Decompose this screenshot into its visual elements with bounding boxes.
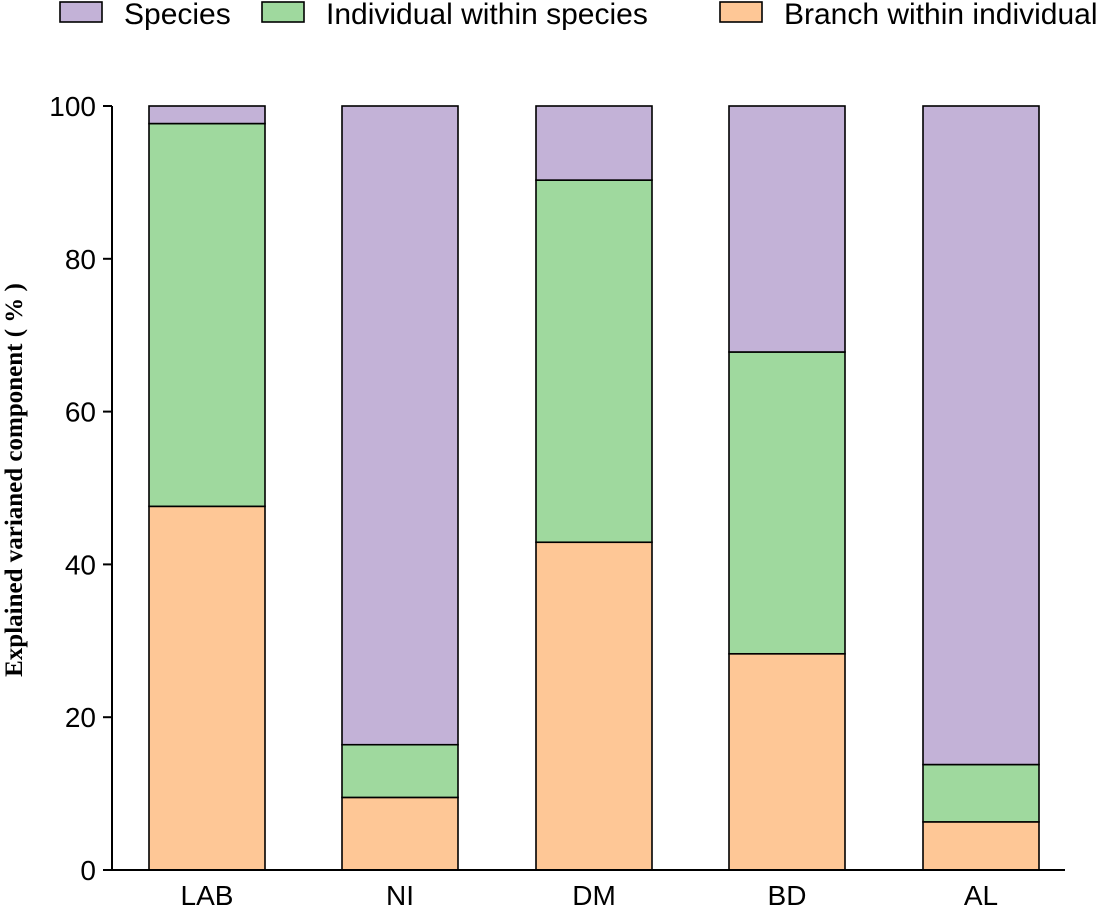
bar-bd-branch-within-individual: [728, 652, 846, 871]
y-axis-label: Explained varianed component ( % ): [1, 283, 28, 677]
bar-ni-branch-within-individual: [341, 796, 459, 871]
x-tick-label-dm: DM: [572, 880, 616, 911]
x-tick-label-lab: LAB: [181, 880, 234, 911]
bar-al-branch-within-individual: [922, 821, 1040, 871]
y-tick-label: 80: [65, 244, 96, 275]
bar-dm-branch-within-individual: [535, 541, 653, 871]
legend-label-individual-within-species: Individual within species: [326, 0, 648, 31]
y-tick-label: 0: [80, 855, 96, 886]
bar-group-dm: [535, 105, 653, 871]
bar-lab-branch-within-individual: [148, 505, 266, 871]
legend-item-individual-within-species: Individual within species: [261, 0, 648, 31]
bar-ni-species: [341, 105, 459, 746]
legend-swatch-individual-within-species: [261, 1, 305, 23]
bar-al-individual-within-species: [922, 763, 1040, 823]
bar-dm-species: [535, 105, 653, 181]
bar-lab-individual-within-species: [148, 122, 266, 508]
legend-label-species: Species: [124, 0, 231, 31]
y-axis: 0 20 40 60 80 100: [49, 91, 113, 886]
legend-item-species: Species: [59, 0, 231, 31]
y-tick-label: 20: [65, 702, 96, 733]
bar-lab-species: [148, 105, 266, 125]
bar-bd-individual-within-species: [728, 351, 846, 655]
y-tick-label: 40: [65, 549, 96, 580]
y-tick-label: 100: [49, 91, 96, 122]
legend-swatch-species: [59, 1, 103, 23]
legend-swatch-branch-within-individual: [719, 1, 763, 23]
bar-bd-species: [728, 105, 846, 353]
bar-group-al: [922, 105, 1040, 871]
x-tick-label-bd: BD: [768, 880, 807, 911]
bar-al-species: [922, 105, 1040, 766]
bar-group-bd: [728, 105, 846, 871]
legend-label-branch-within-individual: Branch within individual: [784, 0, 1098, 31]
bars: [148, 105, 1040, 871]
bar-group-lab: [148, 105, 266, 871]
legend-item-branch-within-individual: Branch within individual: [719, 0, 1098, 31]
legend: Species Individual within species Branch w…: [59, 0, 1098, 31]
y-tick-label: 60: [65, 397, 96, 428]
bar-ni-individual-within-species: [341, 743, 459, 799]
x-tick-label-ni: NI: [386, 880, 414, 911]
bar-group-ni: [341, 105, 459, 871]
x-tick-label-al: AL: [964, 880, 998, 911]
x-axis: LAB NI DM BD AL: [112, 869, 1065, 911]
bar-dm-individual-within-species: [535, 179, 653, 544]
